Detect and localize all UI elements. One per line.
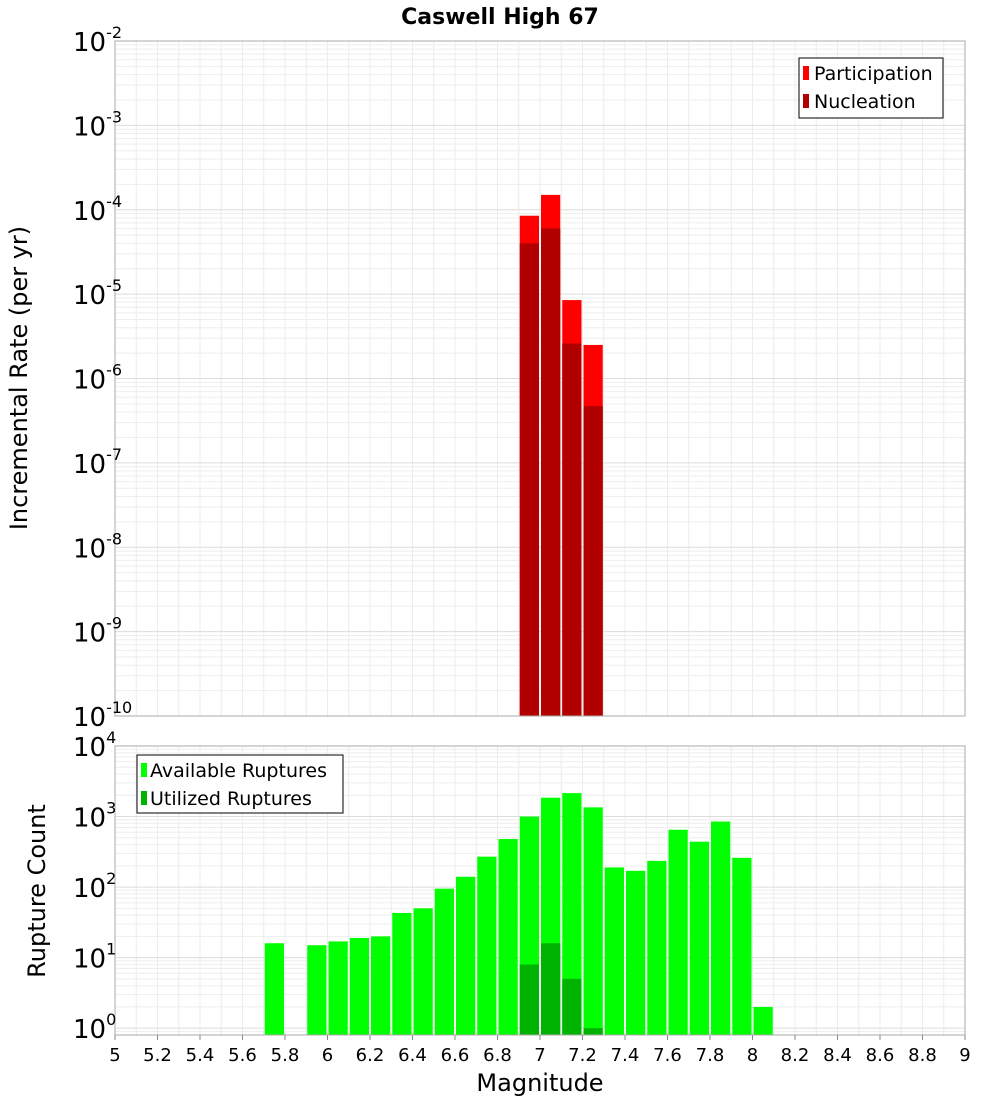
rate-plot-bars xyxy=(519,194,603,717)
rate-y-tick-label: 10-7 xyxy=(73,445,122,480)
count-y-tick-label: 104 xyxy=(73,728,116,763)
nucleation-bar xyxy=(541,228,561,716)
count-y-tick-label: 100 xyxy=(73,1010,116,1045)
x-tick-label: 5 xyxy=(109,1045,120,1066)
x-tick-label: 7.6 xyxy=(653,1045,682,1066)
available-ruptures-bar xyxy=(583,807,603,1035)
rupture-legend-box xyxy=(136,754,344,814)
rate-legend-box xyxy=(798,57,944,119)
available-legend-label: Available Ruptures xyxy=(150,760,327,782)
rate-y-ticks: 10-10 10-9 10-8 10-7 10-6 10-5 10-4 10-3 10-2 xyxy=(73,23,132,733)
x-tick-label: 8.8 xyxy=(908,1045,937,1066)
chart-title: Caswell High 67 xyxy=(401,5,599,30)
available-ruptures-bar xyxy=(562,793,582,1035)
available-ruptures-bar xyxy=(392,912,412,1035)
count-y-tick-label: 101 xyxy=(73,940,116,975)
available-ruptures-bar xyxy=(647,860,667,1035)
rate-y-tick-label: 10-5 xyxy=(73,276,122,311)
rupture-legend: Available Ruptures Utilized Ruptures xyxy=(136,754,344,814)
count-y-tick-label: 103 xyxy=(73,799,116,834)
rate-y-axis-label: Incremental Rate (per yr) xyxy=(5,226,33,530)
available-legend-swatch xyxy=(141,763,147,777)
available-ruptures-bar xyxy=(604,867,624,1035)
available-ruptures-bar xyxy=(413,908,433,1035)
x-tick-label: 6.6 xyxy=(441,1045,470,1066)
available-ruptures-bar xyxy=(434,888,454,1035)
rate-y-tick-label: 10-6 xyxy=(73,361,122,396)
available-ruptures-bar xyxy=(307,945,327,1035)
x-tick-label: 6.4 xyxy=(398,1045,427,1066)
available-ruptures-bar xyxy=(371,936,391,1035)
x-tick-label: 9 xyxy=(959,1045,970,1066)
x-tick-label: 8.4 xyxy=(823,1045,852,1066)
x-tick-label: 8.6 xyxy=(866,1045,895,1066)
x-tick-label: 7.8 xyxy=(696,1045,725,1066)
available-ruptures-bar xyxy=(477,856,497,1035)
nucleation-legend-swatch xyxy=(803,94,809,108)
rate-plot: 10-10 10-9 10-8 10-7 10-6 10-5 10-4 10-3 10-2 In… xyxy=(5,23,966,733)
rate-y-tick-label: 10-2 xyxy=(73,23,122,58)
utilized-ruptures-bar xyxy=(583,1028,603,1035)
nucleation-bar xyxy=(583,406,603,716)
available-ruptures-bar xyxy=(264,943,284,1035)
utilized-ruptures-bar xyxy=(562,978,582,1035)
x-tick-label: 6.2 xyxy=(356,1045,385,1066)
rate-legend: Participation Nucleation xyxy=(798,57,944,119)
utilized-legend-swatch xyxy=(141,791,147,805)
rupture-y-axis-label: Rupture Count xyxy=(23,804,51,978)
available-ruptures-bar xyxy=(498,839,518,1035)
x-tick-label: 6 xyxy=(322,1045,333,1066)
x-tick-label: 5.8 xyxy=(271,1045,300,1066)
rupture-plot-bars xyxy=(264,793,773,1035)
utilized-legend-label: Utilized Ruptures xyxy=(150,788,312,810)
utilized-ruptures-bar xyxy=(519,964,539,1035)
nucleation-legend-label: Nucleation xyxy=(814,91,916,113)
x-tick-label: 8 xyxy=(747,1045,758,1066)
rate-plot-frame xyxy=(114,40,966,717)
available-ruptures-bar xyxy=(328,941,348,1035)
x-tick-label: 5.2 xyxy=(143,1045,172,1066)
count-y-tick-label: 102 xyxy=(73,869,116,904)
participation-legend-label: Participation xyxy=(814,63,933,85)
x-tick-label: 6.8 xyxy=(483,1045,512,1066)
x-axis-label: Magnitude xyxy=(476,1069,603,1097)
x-tick-label: 8.2 xyxy=(781,1045,810,1066)
x-tick-label: 5.4 xyxy=(186,1045,215,1066)
available-ruptures-bar xyxy=(753,1006,773,1035)
rate-y-tick-label: 10-9 xyxy=(73,614,122,649)
rate-y-tick-label: 10-10 xyxy=(73,698,132,733)
nucleation-bar xyxy=(562,343,582,716)
magnitude-x-ticks: 5 5.2 5.4 5.6 5.8 6 6.2 6.4 6.6 6.8 7 7.2 7.4 7.6 7.8 8… xyxy=(109,1035,971,1066)
rupture-y-ticks: 100 101 102 103 104 xyxy=(73,728,116,1045)
rate-y-tick-label: 10-3 xyxy=(73,107,122,142)
available-ruptures-bar xyxy=(456,876,476,1035)
x-tick-label: 7.4 xyxy=(611,1045,640,1066)
utilized-ruptures-bar xyxy=(541,943,561,1035)
available-ruptures-bar xyxy=(689,841,709,1035)
available-ruptures-bar xyxy=(711,821,731,1035)
rate-y-tick-label: 10-4 xyxy=(73,192,122,227)
available-ruptures-bar xyxy=(626,870,646,1035)
rate-plot-grid xyxy=(114,40,966,717)
rupture-count-plot: 100 101 102 103 104 5 5.2 5.4 5.6 5.8 6 6.2 6.4 6.6 6… xyxy=(23,728,971,1097)
nucleation-bar xyxy=(519,243,539,717)
x-tick-label: 7.2 xyxy=(568,1045,597,1066)
available-ruptures-bar xyxy=(732,857,752,1035)
x-tick-label: 7 xyxy=(534,1045,545,1066)
rate-y-tick-label: 10-8 xyxy=(73,529,122,564)
available-ruptures-bar xyxy=(668,829,688,1035)
available-ruptures-bar xyxy=(349,937,369,1035)
x-tick-label: 5.6 xyxy=(228,1045,257,1066)
participation-legend-swatch xyxy=(803,66,809,80)
